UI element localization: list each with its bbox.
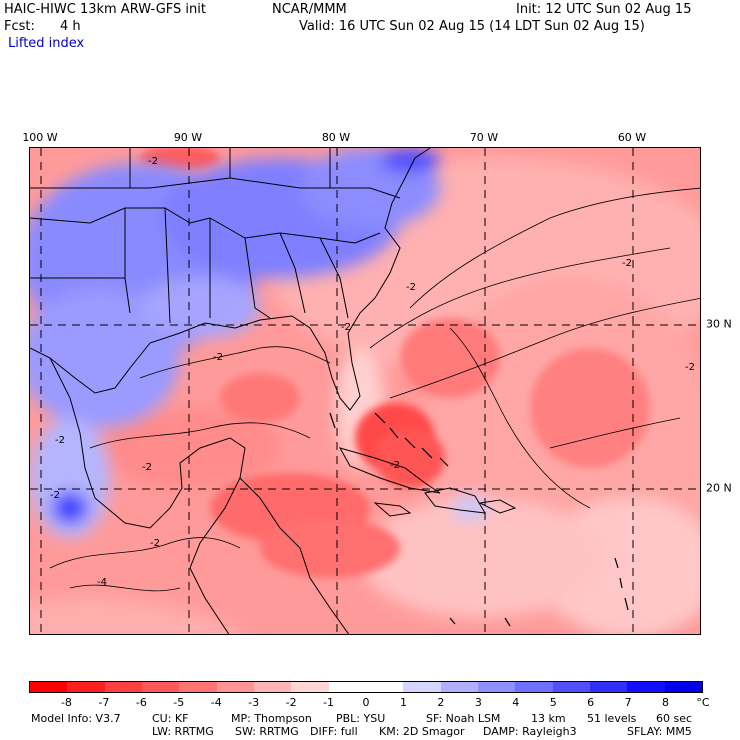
colorbar-tick-label: 8	[662, 696, 670, 709]
field-name: Lifted index	[8, 36, 85, 51]
contour-label: -4	[97, 577, 107, 588]
footer-res: 13 km	[531, 712, 566, 725]
colorbar-swatch	[403, 682, 441, 692]
colorbar-swatch	[515, 682, 553, 692]
footer-pbl: PBL: YSU	[336, 712, 386, 725]
colorbar-tick-label: -5	[173, 696, 185, 709]
footer-sf: SF: Noah LSM	[426, 712, 501, 725]
colorbar-swatch	[627, 682, 665, 692]
colorbar-swatch	[365, 682, 404, 692]
colorbar-tick-label: 2	[437, 696, 445, 709]
colorbar-tick-label: -2	[285, 696, 297, 709]
footer-diff: DIFF: full	[310, 725, 358, 738]
colorbar-swatch	[589, 682, 628, 692]
graticule	[30, 148, 700, 634]
footer-sw: SW: RRTMG	[235, 725, 299, 738]
lifted-index-map: -2 -2 -2 -2 -2 -2 -2 -2 -2 -2 -4 -2	[29, 147, 701, 635]
contour-lines	[49, 187, 700, 592]
colorbar-swatch	[291, 682, 329, 692]
init-time: Init: 12 UTC Sun 02 Aug 15	[516, 2, 692, 17]
contour-label: -2	[406, 282, 416, 293]
colorbar-tick-label: -4	[210, 696, 222, 709]
contour-label: -2	[685, 362, 695, 373]
field-shading-strong	[140, 148, 650, 578]
islands	[329, 412, 629, 627]
lat-label-20n: 20 N	[706, 481, 732, 495]
colorbar-tick-label: -1	[323, 696, 335, 709]
lat-label-30n: 30 N	[706, 317, 732, 331]
colorbar-swatch	[30, 682, 68, 692]
colorbar-swatch	[253, 682, 292, 692]
colorbar-swatch	[328, 682, 366, 692]
contour-label: -2	[50, 490, 60, 501]
footer-damp: DAMP: Rayleigh3	[483, 725, 577, 738]
contour-label: -2	[55, 435, 65, 446]
contour-label-group: -2 -2 -2 -2 -2 -2 -2 -2 -2 -2 -4 -2	[50, 156, 695, 588]
footer-cu: CU: KF	[152, 712, 189, 725]
contour-label: -2	[390, 460, 400, 471]
contour-label: -2	[213, 352, 223, 363]
contour-label: -2	[150, 538, 160, 549]
colorbar-swatch	[477, 682, 516, 692]
lon-label-90w: 90 W	[173, 131, 203, 144]
colorbar-tick-label: -3	[248, 696, 260, 709]
contour-label: -2	[341, 322, 351, 333]
coastlines	[30, 148, 517, 634]
contour-label: -2	[148, 156, 158, 167]
colorbar-tick-label: 4	[512, 696, 520, 709]
colorbar-tick-label: 5	[549, 696, 557, 709]
colorbar-tick-label: 6	[587, 696, 595, 709]
lon-label-80w: 80 W	[321, 131, 351, 144]
forecast-hour: 4 h	[60, 19, 81, 34]
colorbar-tick-label: -7	[98, 696, 110, 709]
colorbar-swatch	[664, 682, 702, 692]
colorbar-swatch	[440, 682, 478, 692]
footer-dt: 60 sec	[656, 712, 693, 725]
footer-levels: 51 levels	[587, 712, 637, 725]
colorbar-swatch	[67, 682, 105, 692]
colorbar-swatch	[552, 682, 590, 692]
footer-km: KM: 2D Smagor	[379, 725, 465, 738]
footer-sflay: SFLAY: MM5	[627, 725, 692, 738]
colorbar-tick-label: -6	[135, 696, 147, 709]
lon-label-60w: 60 W	[617, 131, 647, 144]
colorbar-tick-label: 1	[399, 696, 407, 709]
colorbar-tick-label: 7	[624, 696, 632, 709]
colorbar-swatch	[216, 682, 254, 692]
footer-lw: LW: RRTMG	[152, 725, 214, 738]
colorbar-tick-label: 3	[474, 696, 482, 709]
contour-label: -2	[142, 462, 152, 473]
footer-mp: MP: Thompson	[231, 712, 312, 725]
contour-label: -2	[622, 258, 632, 269]
forecast-label: Fcst:	[4, 19, 35, 34]
lon-label-70w: 70 W	[469, 131, 499, 144]
footer-model-info: Model Info: V3.7	[31, 712, 121, 725]
colorbar-unit: °C	[696, 696, 710, 709]
colorbar-swatch	[179, 682, 217, 692]
lon-label-100w: 100 W	[22, 131, 58, 144]
colorbar-tick-label: -8	[60, 696, 72, 709]
map-canvas: -2 -2 -2 -2 -2 -2 -2 -2 -2 -2 -4 -2	[30, 148, 700, 634]
model-title: HAIC-HIWC 13km ARW-GFS init	[4, 2, 206, 17]
valid-time: Valid: 16 UTC Sun 02 Aug 15 (14 LDT Sun …	[299, 19, 645, 34]
colorbar-swatch	[141, 682, 180, 692]
colorbar	[29, 681, 703, 693]
colorbar-swatch	[104, 682, 142, 692]
center-label: NCAR/MMM	[272, 2, 347, 17]
colorbar-tick-label: 0	[362, 696, 370, 709]
